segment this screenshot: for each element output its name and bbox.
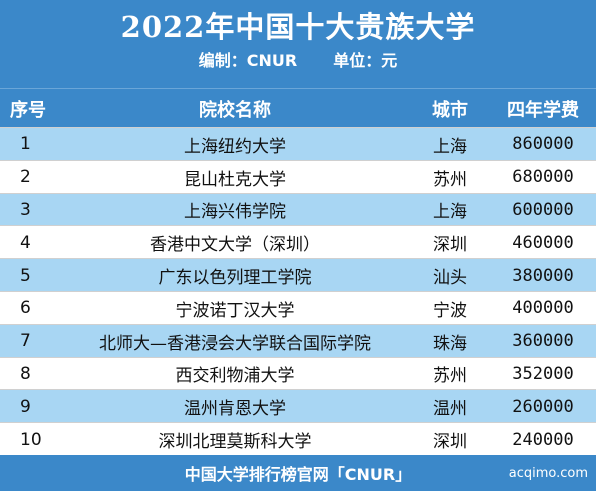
table-row: 6 宁波诺丁汉大学 宁波 400000 [0, 291, 596, 325]
fee-cell: 380000 [512, 265, 574, 286]
table-header: 序号 院校名称 城市 四年学费 [0, 88, 596, 128]
page-title: 2022年中国十大贵族大学 [120, 10, 476, 44]
rank-cell: 3 [20, 199, 31, 220]
city-cell: 苏州 [433, 169, 467, 190]
school-name-cell: 昆山杜克大学 [184, 169, 286, 190]
column-header-rank: 序号 [10, 99, 46, 121]
fee-cell: 860000 [512, 134, 574, 155]
city-cell: 宁波 [433, 300, 467, 321]
city-cell: 深圳 [433, 235, 467, 256]
fee-cell: 360000 [512, 331, 574, 352]
fee-cell: 600000 [512, 199, 574, 220]
rank-cell: 5 [20, 265, 31, 286]
rank-cell: 1 [20, 134, 31, 155]
city-cell: 上海 [433, 136, 467, 157]
unit-label: 单位：元 [333, 51, 398, 70]
footer-text: 中国大学排行榜官网「CNUR」 [184, 465, 412, 484]
rank-cell: 4 [20, 232, 31, 253]
table-row: 1 上海纽约大学 上海 860000 [0, 127, 596, 161]
column-header-city: 城市 [432, 99, 468, 121]
fee-cell: 240000 [512, 429, 574, 450]
fee-cell: 460000 [512, 232, 574, 253]
rank-cell: 10 [20, 429, 42, 450]
subtitle: 编制：CNUR 单位：元 [0, 50, 596, 72]
rank-cell: 8 [20, 363, 31, 384]
city-cell: 汕头 [433, 268, 467, 289]
school-name-cell: 西交利物浦大学 [175, 366, 295, 387]
rank-cell: 9 [20, 396, 31, 417]
column-header-name: 院校名称 [199, 99, 271, 121]
school-name-cell: 深圳北理莫斯科大学 [158, 432, 312, 453]
fee-cell: 352000 [512, 363, 574, 384]
school-name-cell: 香港中文大学（深圳） [150, 235, 320, 256]
city-cell: 上海 [433, 202, 467, 223]
city-cell: 苏州 [433, 366, 467, 387]
school-name-cell: 上海兴伟学院 [184, 202, 286, 223]
table-row: 5 广东以色列理工学院 汕头 380000 [0, 258, 596, 292]
school-name-cell: 温州肯恩大学 [184, 399, 286, 420]
table-row: 3 上海兴伟学院 上海 600000 [0, 192, 596, 227]
rank-cell: 6 [20, 298, 31, 319]
school-name-cell: 宁波诺丁汉大学 [175, 300, 295, 321]
city-cell: 温州 [433, 399, 467, 420]
rank-cell: 2 [20, 167, 31, 188]
table-row: 2 昆山杜克大学 苏州 680000 [0, 159, 596, 194]
school-name-cell: 广东以色列理工学院 [158, 268, 312, 289]
city-cell: 深圳 [433, 432, 467, 453]
watermark: acqimo.com [508, 465, 588, 481]
school-name-cell: 北师大—香港浸会大学联合国际学院 [99, 333, 371, 354]
table-row: 10 深圳北理莫斯科大学 深圳 240000 [0, 422, 596, 456]
table-row: 7 北师大—香港浸会大学联合国际学院 珠海 360000 [0, 323, 596, 358]
column-header-fee: 四年学费 [507, 99, 579, 121]
editor-label: 编制：CNUR [198, 51, 298, 70]
fee-cell: 260000 [512, 396, 574, 417]
table-row: 8 西交利物浦大学 苏州 352000 [0, 356, 596, 391]
rank-cell: 7 [20, 331, 31, 352]
table-row: 4 香港中文大学（深圳） 深圳 460000 [0, 225, 596, 260]
school-name-cell: 上海纽约大学 [184, 136, 286, 157]
title-block: 2022年中国十大贵族大学 编制：CNUR 单位：元 [0, 0, 596, 88]
fee-cell: 680000 [512, 167, 574, 188]
city-cell: 珠海 [433, 333, 467, 354]
footer-bar: 中国大学排行榜官网「CNUR」 acqimo.com [0, 455, 596, 491]
fee-cell: 400000 [512, 298, 574, 319]
table-row: 9 温州肯恩大学 温州 260000 [0, 389, 596, 424]
